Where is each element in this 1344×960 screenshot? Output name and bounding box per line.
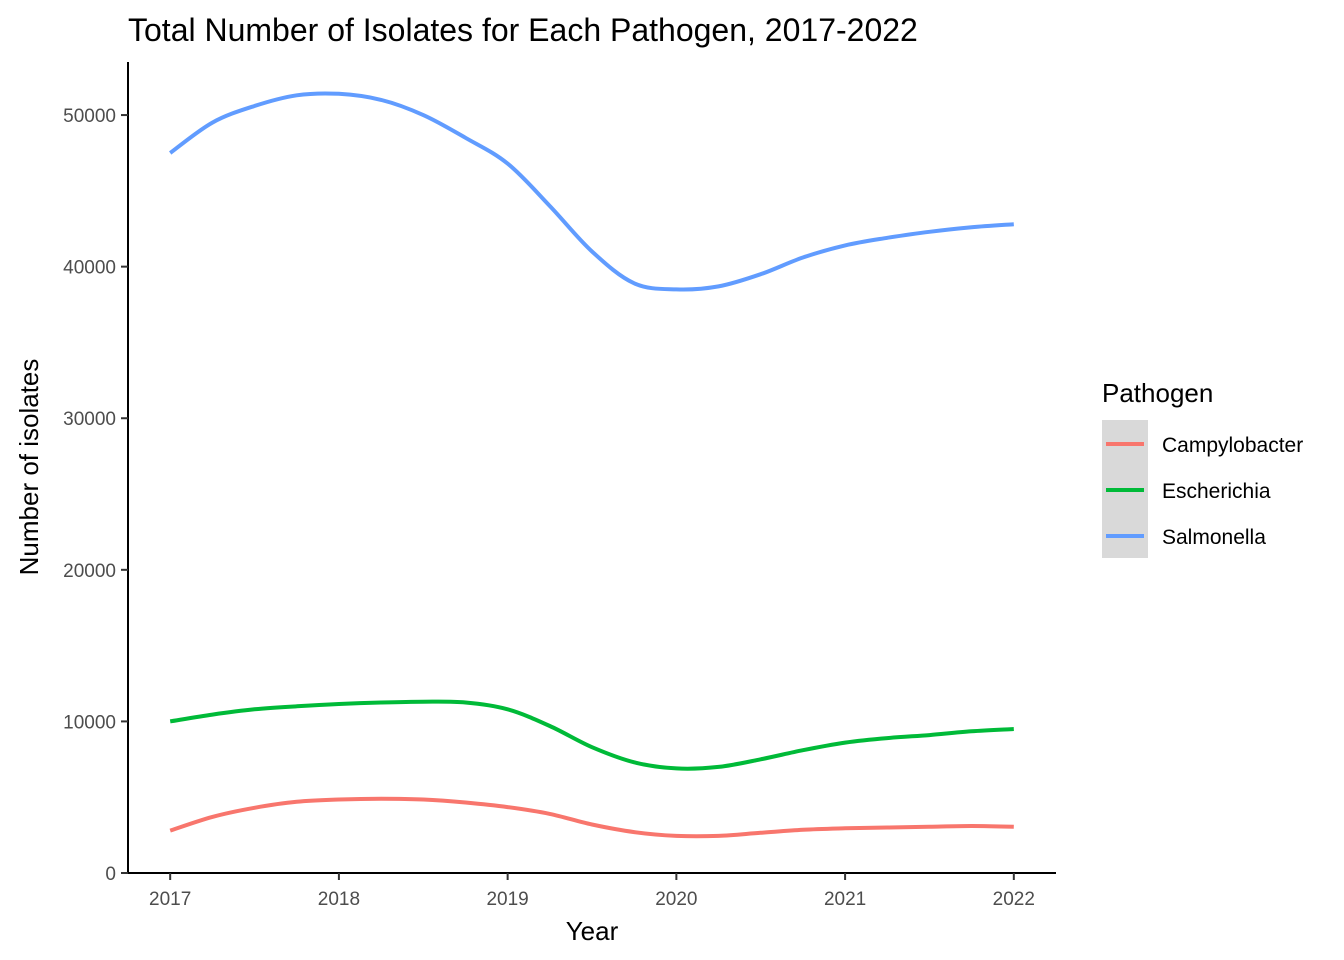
x-tick-label: 2020 bbox=[655, 889, 697, 910]
y-tick-label: 10000 bbox=[63, 712, 116, 733]
x-tick-label: 2019 bbox=[486, 889, 528, 910]
y-tick-label: 50000 bbox=[63, 106, 116, 127]
y-tick-label: 0 bbox=[105, 864, 116, 885]
y-axis-ticks: 0 10000 20000 30000 40000 50000 bbox=[63, 106, 128, 885]
series-line-escherichia bbox=[169, 699, 1014, 771]
x-tick-label: 2018 bbox=[318, 889, 360, 910]
y-axis-title: Number of isolates bbox=[14, 359, 44, 576]
y-tick-label: 40000 bbox=[63, 258, 116, 279]
legend-label-salmonella: Salmonella bbox=[1162, 526, 1266, 549]
x-axis-ticks: 2017 2018 2019 2020 2021 2022 bbox=[149, 873, 1035, 910]
legend-title: Pathogen bbox=[1102, 378, 1213, 408]
x-tick-label: 2021 bbox=[824, 889, 866, 910]
legend: Pathogen Campylobacter Escherichia Salmone… bbox=[1102, 378, 1303, 558]
chart-title: Total Number of Isolates for Each Pathog… bbox=[128, 12, 918, 48]
x-tick-label: 2022 bbox=[993, 889, 1035, 910]
y-tick-label: 30000 bbox=[63, 409, 116, 430]
series-line-campylobacter bbox=[169, 796, 1014, 839]
legend-label-campylobacter: Campylobacter bbox=[1162, 434, 1303, 457]
y-tick-label: 20000 bbox=[63, 561, 116, 582]
series-lines bbox=[169, 91, 1014, 839]
legend-label-escherichia: Escherichia bbox=[1162, 480, 1271, 503]
series-line-salmonella bbox=[169, 91, 1014, 292]
x-axis-title: Year bbox=[566, 916, 619, 946]
x-tick-label: 2017 bbox=[149, 889, 191, 910]
legend-items: Campylobacter Escherichia Salmonella bbox=[1106, 434, 1303, 549]
